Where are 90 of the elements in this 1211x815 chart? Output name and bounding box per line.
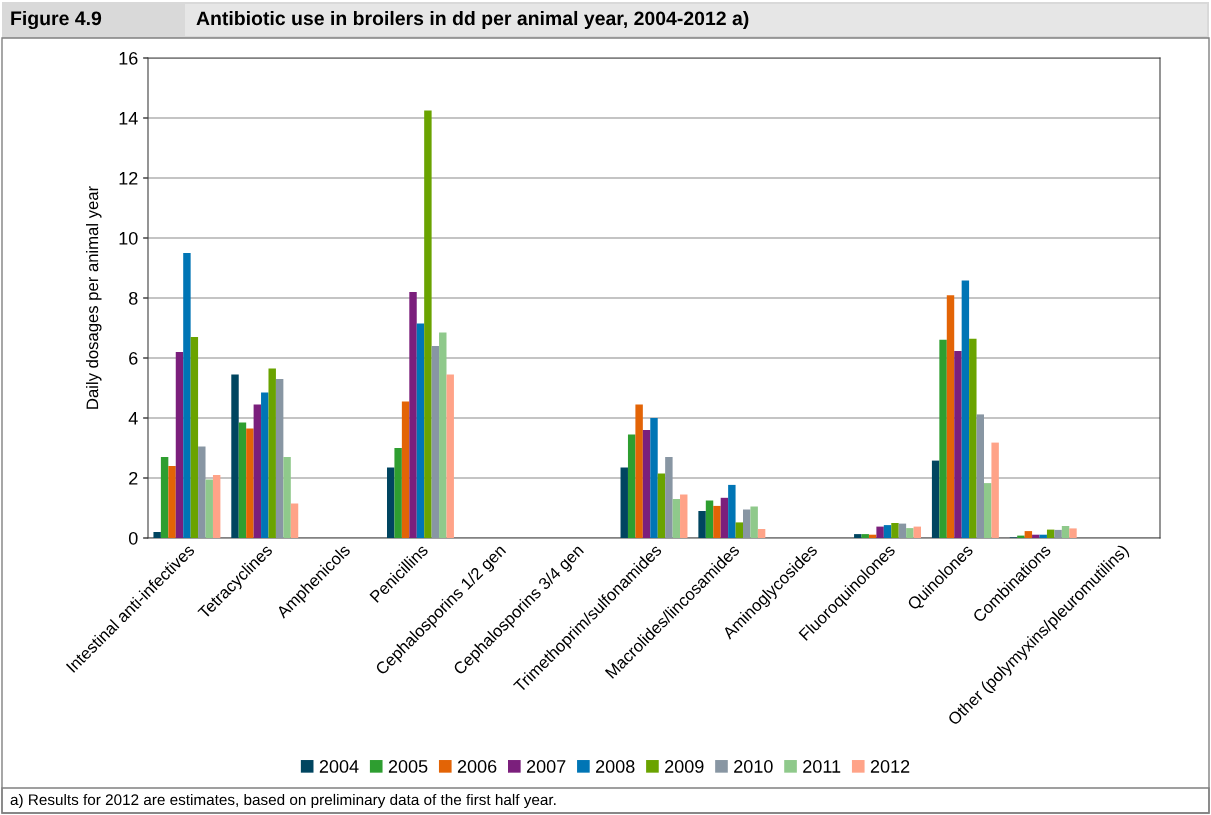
bar (620, 467, 628, 538)
bar (1032, 534, 1040, 538)
bar (268, 368, 276, 538)
bar (431, 346, 440, 538)
bar (720, 497, 729, 538)
y-tick-label: 14 (119, 112, 138, 125)
bar (198, 446, 206, 538)
bar (175, 352, 184, 538)
bar (386, 467, 395, 538)
bar (1054, 529, 1062, 538)
bar (401, 401, 410, 538)
bar (672, 499, 681, 538)
bar (190, 337, 199, 538)
bar (283, 457, 291, 538)
text: a) Results for 2012 are estimates, based on preliminary data of the first half year. (10, 793, 556, 809)
bar (231, 374, 239, 538)
bar (883, 525, 892, 538)
bar (906, 528, 914, 538)
bar (246, 428, 254, 538)
bar (635, 404, 643, 538)
bar (290, 503, 299, 538)
bar (261, 392, 269, 538)
bar (854, 534, 862, 538)
bar (1046, 529, 1055, 538)
chart-title: Antibiotic use in broilers in dd per animal year, 2004-2012 a) (196, 10, 749, 30)
bar (991, 442, 999, 538)
bar (253, 404, 262, 538)
bar (946, 295, 955, 538)
bar (153, 532, 161, 538)
legend-label: 2012 (870, 760, 910, 773)
y-tick-label: 6 (129, 351, 138, 365)
bar (650, 418, 658, 538)
bar (680, 494, 688, 538)
bar (1069, 528, 1077, 538)
bar (961, 280, 970, 538)
bar (735, 522, 743, 538)
y-tick-label: 16 (119, 51, 138, 65)
bar (743, 509, 751, 538)
legend-label: 2010 (734, 760, 773, 773)
bar (657, 473, 666, 538)
bar (446, 374, 454, 538)
bar (713, 505, 721, 538)
bar (913, 526, 922, 538)
y-tick-label: 12 (119, 171, 138, 185)
bar (891, 523, 899, 538)
y-tick-label: 10 (119, 231, 138, 245)
bar (876, 526, 884, 538)
legend-label: 2008 (596, 760, 635, 773)
bar (168, 466, 176, 538)
y-tick-label: 0 (128, 531, 138, 545)
bar (394, 448, 402, 538)
y-tick-label: 4 (128, 412, 138, 425)
legend-label: 2007 (526, 760, 566, 773)
bar (1061, 526, 1070, 538)
bar (898, 523, 907, 538)
y-tick-label: 2 (129, 471, 138, 485)
bar (665, 457, 673, 538)
bar (705, 500, 714, 538)
bar (861, 534, 869, 538)
legend-label: 2006 (457, 760, 497, 773)
bar (750, 506, 758, 538)
y-tick-label: 8 (129, 291, 138, 305)
bar (698, 511, 706, 538)
caption: Figure 4.9 (11, 10, 102, 30)
bar (939, 339, 947, 538)
bar (275, 379, 284, 538)
bar (238, 422, 247, 538)
bar (627, 434, 636, 538)
bar (954, 351, 962, 538)
legend-label: 2009 (665, 760, 704, 773)
bar (205, 479, 213, 538)
bar (416, 323, 425, 538)
bar (424, 110, 432, 538)
bar (728, 484, 736, 538)
legend-label: 2004 (319, 760, 359, 773)
legend-label: 2011 (803, 760, 841, 773)
bar (439, 332, 447, 538)
bar (757, 529, 766, 538)
bar (1024, 531, 1033, 538)
bar (183, 253, 191, 538)
y-axis-title: Daily dosages per animal year (85, 186, 102, 409)
bar (983, 483, 992, 538)
bar (976, 414, 984, 538)
bar (969, 338, 977, 538)
bar (409, 292, 417, 538)
bar (931, 460, 940, 538)
bar (212, 475, 221, 538)
bar (160, 457, 169, 538)
bar (642, 430, 651, 538)
legend-label: 2005 (388, 760, 428, 773)
